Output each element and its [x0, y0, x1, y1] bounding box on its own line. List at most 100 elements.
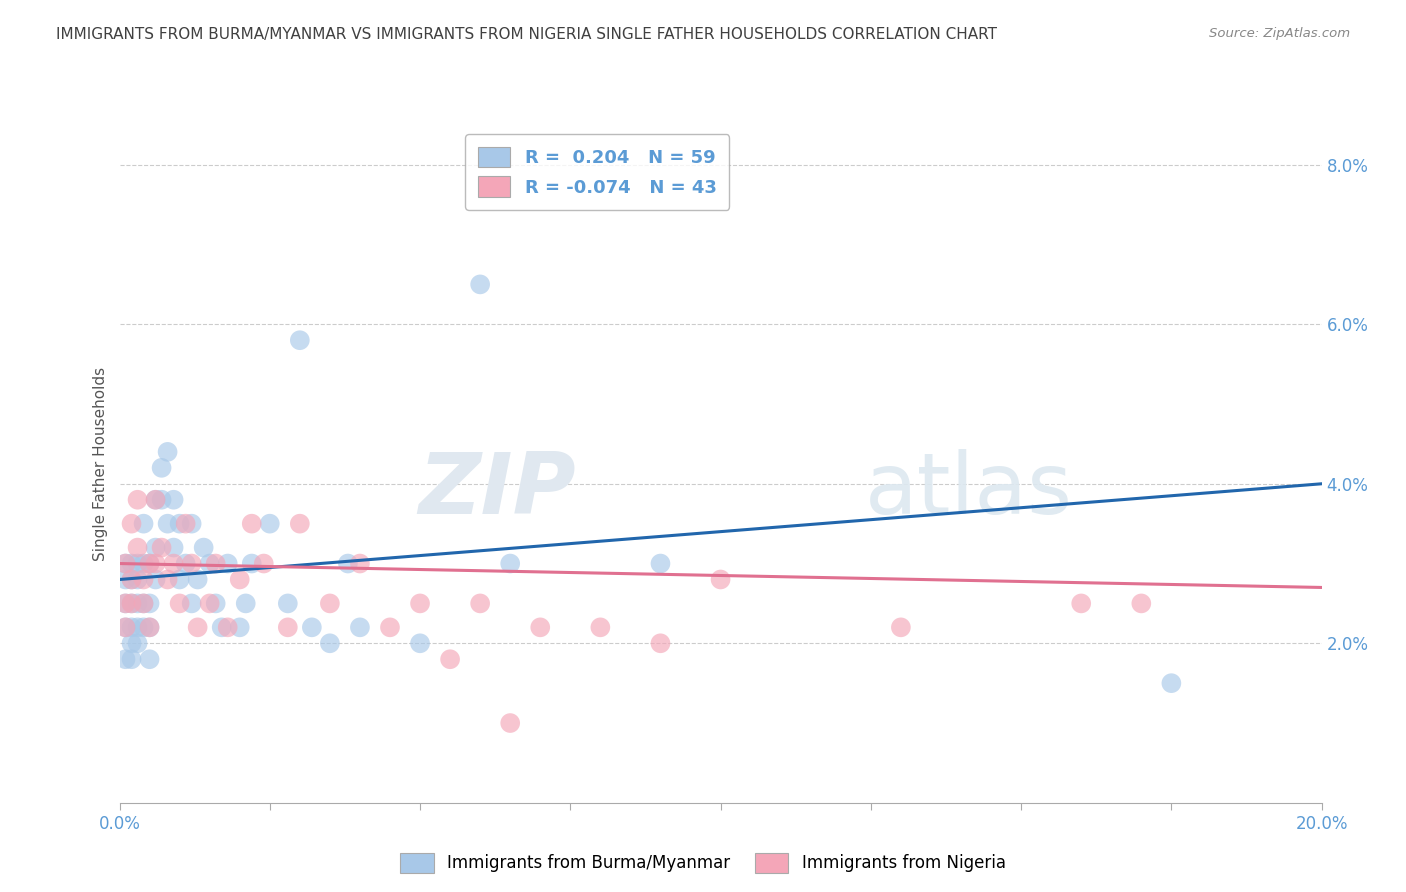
Point — [127, 492, 149, 507]
Point — [228, 573, 252, 587]
Point — [409, 636, 432, 650]
Point — [114, 620, 136, 634]
Point — [187, 620, 209, 634]
Text: Source: ZipAtlas.com: Source: ZipAtlas.com — [1209, 27, 1350, 40]
Point — [187, 573, 209, 587]
Point — [277, 596, 299, 610]
Point — [198, 596, 221, 610]
Point — [138, 596, 160, 610]
Point — [288, 333, 311, 347]
Point — [349, 620, 371, 634]
Point — [193, 541, 215, 555]
Point — [156, 573, 179, 587]
Text: IMMIGRANTS FROM BURMA/MYANMAR VS IMMIGRANTS FROM NIGERIA SINGLE FATHER HOUSEHOLD: IMMIGRANTS FROM BURMA/MYANMAR VS IMMIGRA… — [56, 27, 997, 42]
Point — [145, 557, 167, 571]
Point — [138, 557, 160, 571]
Y-axis label: Single Father Households: Single Father Households — [93, 367, 108, 561]
Point — [1160, 676, 1182, 690]
Point — [127, 541, 149, 555]
Point — [162, 492, 184, 507]
Point — [162, 557, 184, 571]
Point — [121, 573, 143, 587]
Point — [589, 620, 612, 634]
Text: atlas: atlas — [865, 450, 1073, 533]
Point — [145, 492, 167, 507]
Point — [114, 557, 136, 571]
Point — [468, 277, 492, 292]
Point — [169, 596, 191, 610]
Point — [529, 620, 551, 634]
Point — [138, 620, 160, 634]
Point — [180, 516, 202, 531]
Point — [890, 620, 912, 634]
Point — [277, 620, 299, 634]
Point — [138, 652, 160, 666]
Point — [127, 620, 149, 634]
Point — [127, 596, 149, 610]
Point — [240, 516, 263, 531]
Point — [336, 557, 359, 571]
Point — [132, 596, 155, 610]
Point — [150, 492, 173, 507]
Legend: R =  0.204   N = 59, R = -0.074   N = 43: R = 0.204 N = 59, R = -0.074 N = 43 — [465, 134, 730, 210]
Point — [132, 596, 155, 610]
Point — [211, 620, 233, 634]
Point — [121, 596, 143, 610]
Legend: Immigrants from Burma/Myanmar, Immigrants from Nigeria: Immigrants from Burma/Myanmar, Immigrant… — [394, 847, 1012, 880]
Point — [301, 620, 323, 634]
Point — [145, 541, 167, 555]
Point — [1070, 596, 1092, 610]
Point — [198, 557, 221, 571]
Point — [169, 573, 191, 587]
Point — [499, 716, 522, 731]
Point — [156, 445, 179, 459]
Point — [204, 557, 226, 571]
Point — [121, 573, 143, 587]
Point — [259, 516, 281, 531]
Point — [650, 636, 672, 650]
Point — [156, 516, 179, 531]
Point — [114, 596, 136, 610]
Point — [174, 557, 197, 571]
Point — [138, 620, 160, 634]
Point — [288, 516, 311, 531]
Point — [132, 620, 155, 634]
Point — [180, 596, 202, 610]
Point — [121, 620, 143, 634]
Point — [145, 492, 167, 507]
Point — [121, 596, 143, 610]
Point — [319, 636, 342, 650]
Point — [138, 557, 160, 571]
Point — [162, 541, 184, 555]
Text: ZIP: ZIP — [419, 450, 576, 533]
Point — [499, 557, 522, 571]
Point — [121, 516, 143, 531]
Point — [114, 596, 136, 610]
Point — [709, 573, 731, 587]
Point — [1130, 596, 1153, 610]
Point — [217, 557, 239, 571]
Point — [132, 516, 155, 531]
Point — [132, 557, 155, 571]
Point — [121, 652, 143, 666]
Point — [650, 557, 672, 571]
Point — [150, 541, 173, 555]
Point — [169, 516, 191, 531]
Point — [349, 557, 371, 571]
Point — [114, 620, 136, 634]
Point — [127, 557, 149, 571]
Point — [439, 652, 461, 666]
Point — [127, 573, 149, 587]
Point — [180, 557, 202, 571]
Point — [468, 596, 492, 610]
Point — [217, 620, 239, 634]
Point — [240, 557, 263, 571]
Point — [204, 596, 226, 610]
Point — [121, 636, 143, 650]
Point — [114, 557, 136, 571]
Point — [132, 573, 155, 587]
Point — [127, 636, 149, 650]
Point — [145, 573, 167, 587]
Point — [228, 620, 252, 634]
Point — [114, 573, 136, 587]
